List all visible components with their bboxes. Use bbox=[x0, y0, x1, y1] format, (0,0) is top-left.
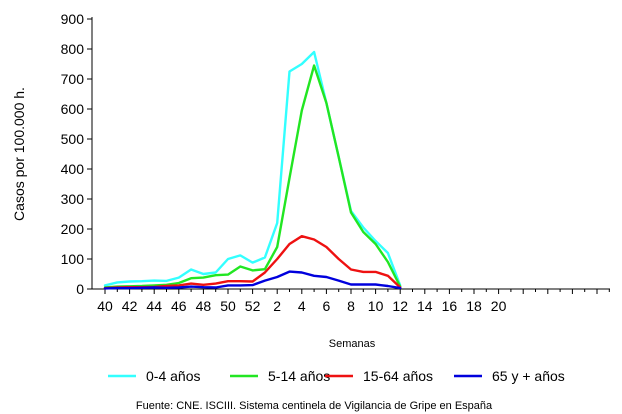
y-axis-ticks: 0 100 200 300 400 500 600 700 800 900 bbox=[61, 11, 92, 297]
chart-series bbox=[103, 50, 402, 290]
x-tick-label: 2 bbox=[273, 298, 281, 314]
x-tick-label: 6 bbox=[323, 298, 331, 314]
x-tick-label: 16 bbox=[442, 298, 458, 314]
x-tick-label: 44 bbox=[146, 298, 162, 314]
x-tick-label: 46 bbox=[171, 298, 187, 314]
legend-label: 0-4 años bbox=[146, 368, 200, 384]
x-tick-label: 4 bbox=[298, 298, 306, 314]
source-note: Fuente: CNE. ISCIII. Sistema centinela d… bbox=[136, 400, 493, 412]
y-tick-label: 800 bbox=[61, 41, 85, 57]
y-tick-label: 100 bbox=[61, 251, 85, 267]
legend-label: 15-64 años bbox=[363, 368, 433, 384]
x-tick-label: 42 bbox=[122, 298, 138, 314]
x-tick-label: 52 bbox=[245, 298, 261, 314]
series-line-1 bbox=[103, 64, 402, 289]
y-tick-label: 0 bbox=[76, 281, 84, 297]
x-tick-label: 10 bbox=[368, 298, 384, 314]
chart-legend: 0-4 años 5-14 años 15-64 años 65 y + años bbox=[108, 368, 565, 384]
chart-axes bbox=[91, 17, 610, 290]
x-tick-label: 18 bbox=[466, 298, 482, 314]
x-tick-label: 20 bbox=[491, 298, 507, 314]
series-line-0 bbox=[103, 50, 402, 287]
x-tick-label: 48 bbox=[196, 298, 212, 314]
x-tick-label: 14 bbox=[417, 298, 433, 314]
y-tick-label: 900 bbox=[61, 11, 85, 27]
series-line-3 bbox=[103, 270, 402, 290]
y-tick-label: 400 bbox=[61, 161, 85, 177]
x-tick-label: 12 bbox=[392, 298, 408, 314]
y-tick-label: 700 bbox=[61, 71, 85, 87]
x-tick-label: 8 bbox=[347, 298, 355, 314]
y-tick-label: 300 bbox=[61, 191, 85, 207]
x-tick-label: 40 bbox=[97, 298, 113, 314]
y-tick-label: 600 bbox=[61, 101, 85, 117]
y-tick-label: 500 bbox=[61, 131, 85, 147]
y-tick-label: 200 bbox=[61, 221, 85, 237]
x-axis-title: Semanas bbox=[329, 338, 376, 350]
legend-label: 5-14 años bbox=[268, 368, 330, 384]
legend-label: 65 y + años bbox=[492, 368, 565, 384]
x-axis-ticks: 40 42 44 46 48 50 52 2 4 6 8 10 12 14 16 18 20 bbox=[97, 289, 610, 314]
y-axis-title: Casos por 100.000 h. bbox=[11, 87, 27, 221]
x-tick-label: 50 bbox=[220, 298, 236, 314]
